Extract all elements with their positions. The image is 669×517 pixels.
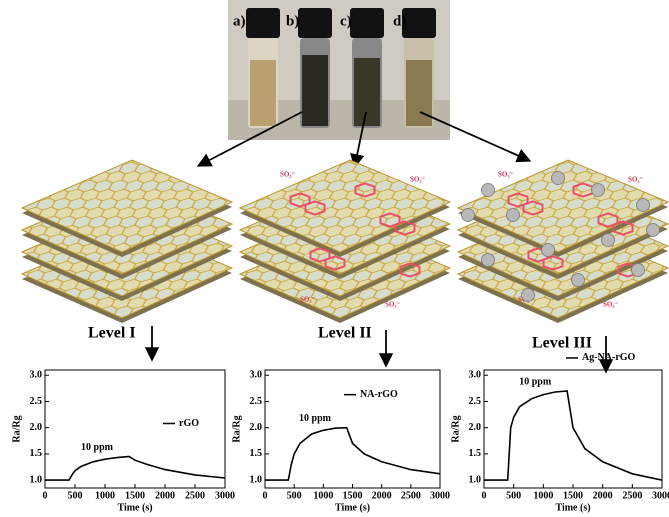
series-line [45,457,225,481]
y-tick-label: 1.0 [30,474,43,485]
x-tick-label: 1500 [125,490,145,501]
x-tick-label: 3000 [430,490,450,501]
annotation: 10 ppm [519,376,552,387]
silver-particle [602,234,615,247]
vial-label: b) [286,13,299,29]
graphene-stacks: SO₃⁻SO₃⁻SO₃⁻SO₃⁻SO₃⁻SO₃⁻SO₃⁻SO₃⁻ [22,160,668,323]
vial-label: a) [233,13,246,29]
x-tick-label: 3000 [215,490,235,501]
silver-particle [482,184,495,197]
silver-particle [507,209,520,222]
page: {"vial_labels": ["a)", "b)", "c)", "d)"]… [0,0,669,517]
x-tick-label: 3000 [652,490,669,501]
y-tick-label: 2.0 [469,422,482,433]
annotation: 10 ppm [81,442,114,453]
y-axis-label: Ra/Rg [11,415,22,442]
x-tick-label: 2500 [622,490,642,501]
y-tick-label: 1.5 [469,448,482,459]
legend-label: rGO [179,418,199,429]
silver-particle [482,254,495,267]
so3-label: SO₃⁻ [628,176,643,184]
silver-particle [592,184,605,197]
series-line [484,391,662,480]
so3-label: SO₃⁻ [410,176,425,184]
y-tick-label: 3.0 [250,370,263,381]
x-tick-label: 1000 [533,490,553,501]
x-tick-label: 0 [482,490,487,501]
level-label: Level I [88,325,136,342]
y-tick-label: 2.5 [30,396,43,407]
series-line [265,428,440,480]
so3-label: SO₃⁻ [280,171,295,179]
y-tick-label: 2.5 [250,396,263,407]
x-axis-label: Time (s) [117,502,152,513]
x-tick-label: 0 [263,490,268,501]
x-tick-label: 2000 [593,490,613,501]
y-tick-label: 1.0 [250,474,263,485]
x-tick-label: 1500 [563,490,583,501]
x-tick-label: 1000 [95,490,115,501]
so3-label: SO₃⁻ [300,296,315,304]
x-tick-label: 2500 [185,490,205,501]
y-tick-label: 1.0 [469,474,482,485]
x-tick-label: 2500 [401,490,421,501]
y-tick-label: 3.0 [469,370,482,381]
y-tick-label: 1.5 [250,448,263,459]
x-tick-label: 500 [506,490,521,501]
figure: a) b) c) d) SO₃⁻ SO₃⁻ SO₃⁻ SO₃⁻ SO₃⁻ SO₃⁻ SO₃⁻… [0,0,669,517]
y-tick-label: 2.0 [30,422,43,433]
y-axis-label: Ra/Rg [450,415,461,442]
silver-particle [522,289,535,302]
legend-label: Ag-NA-rGO [582,352,636,363]
level-label: Level III [532,335,592,352]
y-axis-label: Ra/Rg [231,415,242,442]
x-tick-label: 500 [68,490,83,501]
vial-label: c) [340,13,352,29]
y-tick-label: 2.0 [250,422,263,433]
level-label: Level II [318,325,372,342]
silver-particle [542,244,555,257]
y-tick-label: 2.5 [469,396,482,407]
so3-label: SO₃⁻ [498,171,513,179]
y-tick-label: 1.5 [30,448,43,459]
x-axis-label: Time (s) [555,502,590,513]
x-tick-label: 1500 [343,490,363,501]
silver-particle [647,224,660,237]
x-tick-label: 500 [287,490,302,501]
silver-particle [572,274,585,287]
plot-frame [45,370,225,488]
x-tick-label: 2000 [372,490,392,501]
x-axis-label: Time (s) [335,502,370,513]
vial-label: d) [393,13,406,29]
silver-particle [637,199,650,212]
so3-label: SO₃⁻ [603,301,618,309]
x-tick-label: 1000 [313,490,333,501]
x-tick-label: 0 [43,490,48,501]
silver-particle [552,172,565,185]
silver-particle [632,264,645,277]
annotation: 10 ppm [299,413,332,424]
so3-label: SO₃⁻ [385,301,400,309]
y-tick-label: 3.0 [30,370,43,381]
legend-label: NA-rGO [360,389,398,400]
silver-particle [462,209,475,222]
x-tick-label: 2000 [155,490,175,501]
